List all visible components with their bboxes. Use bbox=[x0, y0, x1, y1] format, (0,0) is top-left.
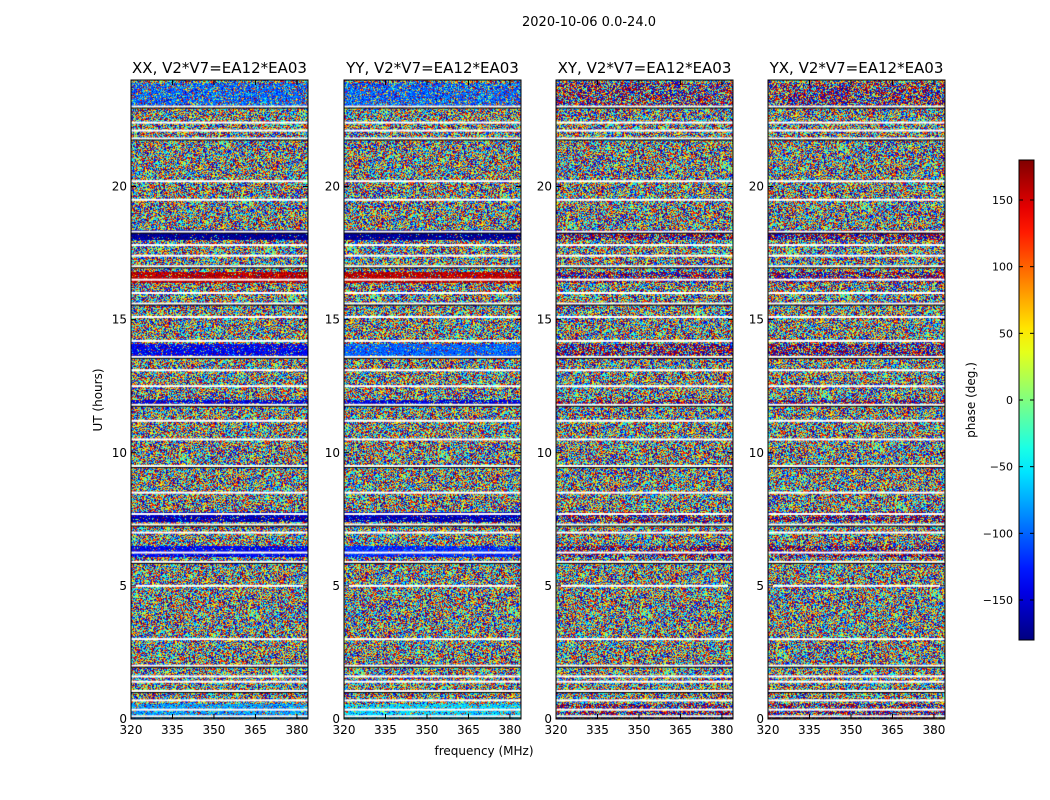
y-tick-label: 20 bbox=[112, 180, 127, 194]
y-tick-label: 0 bbox=[544, 712, 552, 726]
x-tick-label: 365 bbox=[669, 723, 692, 737]
y-tick-label: 5 bbox=[544, 579, 552, 593]
colorbar-tick-label: −50 bbox=[990, 461, 1013, 474]
x-tick-label: 335 bbox=[798, 723, 821, 737]
colorbar-label: phase (deg.) bbox=[964, 362, 978, 438]
panel-title-yy: YY, V2*V7=EA12*EA03 bbox=[345, 59, 519, 77]
x-tick-label: 320 bbox=[333, 723, 356, 737]
colorbar-tick-label: 100 bbox=[992, 261, 1013, 274]
x-tick-label: 380 bbox=[710, 723, 733, 737]
x-tick-label: 320 bbox=[757, 723, 780, 737]
heatmap-xx bbox=[131, 80, 308, 719]
heatmap-yx bbox=[768, 80, 945, 719]
colorbar-tick-label: 0 bbox=[1006, 394, 1013, 407]
colorbar: phase (deg.) 150 100 50 0 −50 −100 −150 bbox=[964, 159, 1035, 641]
x-tick-label: 380 bbox=[498, 723, 521, 737]
y-tick-label: 5 bbox=[756, 579, 764, 593]
y-tick-label: 0 bbox=[119, 712, 127, 726]
x-tick-label: 365 bbox=[244, 723, 267, 737]
heatmap-yy bbox=[344, 80, 521, 719]
panel-title-yx: YX, V2*V7=EA12*EA03 bbox=[769, 59, 944, 77]
panels: XX, V2*V7=EA12*EA03 320 335 350 365 380 0 5 10 15… bbox=[112, 59, 946, 737]
x-tick-label: 350 bbox=[628, 723, 651, 737]
x-tick-label: 350 bbox=[840, 723, 863, 737]
y-tick-label: 10 bbox=[112, 446, 127, 460]
chart-title: 2020-10-06 0.0-24.0 bbox=[522, 15, 656, 30]
y-tick-label: 20 bbox=[325, 180, 340, 194]
x-tick-label: 365 bbox=[457, 723, 480, 737]
y-tick-label: 0 bbox=[332, 712, 340, 726]
y-tick-label: 15 bbox=[112, 313, 127, 327]
x-tick-label: 380 bbox=[285, 723, 308, 737]
y-tick-label: 5 bbox=[119, 579, 127, 593]
y-tick-label: 20 bbox=[749, 180, 764, 194]
colorbar-tick-label: 50 bbox=[999, 327, 1013, 340]
y-tick-label: 5 bbox=[332, 579, 340, 593]
y-tick-label: 10 bbox=[537, 446, 552, 460]
x-tick-label: 320 bbox=[120, 723, 143, 737]
colorbar-tick-label: −100 bbox=[983, 527, 1013, 540]
x-tick-label: 380 bbox=[922, 723, 945, 737]
panel-title-xy: XY, V2*V7=EA12*EA03 bbox=[558, 59, 732, 77]
panel-title-xx: XX, V2*V7=EA12*EA03 bbox=[132, 59, 307, 77]
x-tick-label: 335 bbox=[374, 723, 397, 737]
x-tick-label: 335 bbox=[161, 723, 184, 737]
y-tick-label: 10 bbox=[325, 446, 340, 460]
colorbar-tick-label: −150 bbox=[983, 594, 1013, 607]
x-tick-label: 350 bbox=[203, 723, 226, 737]
y-tick-label: 15 bbox=[749, 313, 764, 327]
x-axis-label: frequency (MHz) bbox=[434, 744, 533, 758]
x-tick-label: 350 bbox=[416, 723, 439, 737]
panel-frame-yy bbox=[343, 79, 522, 720]
y-tick-label: 20 bbox=[537, 180, 552, 194]
y-axis-label: UT (hours) bbox=[91, 368, 105, 431]
colorbar-tick-label: 150 bbox=[992, 194, 1013, 207]
x-tick-label: 365 bbox=[881, 723, 904, 737]
panel-frame-yx bbox=[767, 79, 946, 720]
y-tick-label: 10 bbox=[749, 446, 764, 460]
x-tick-label: 335 bbox=[586, 723, 609, 737]
panel-frame-xy bbox=[555, 79, 734, 720]
y-tick-label: 15 bbox=[325, 313, 340, 327]
heatmap-xy bbox=[556, 80, 733, 719]
y-tick-label: 0 bbox=[756, 712, 764, 726]
y-tick-label: 15 bbox=[537, 313, 552, 327]
panel-frame-xx bbox=[130, 79, 309, 720]
x-tick-label: 320 bbox=[545, 723, 568, 737]
